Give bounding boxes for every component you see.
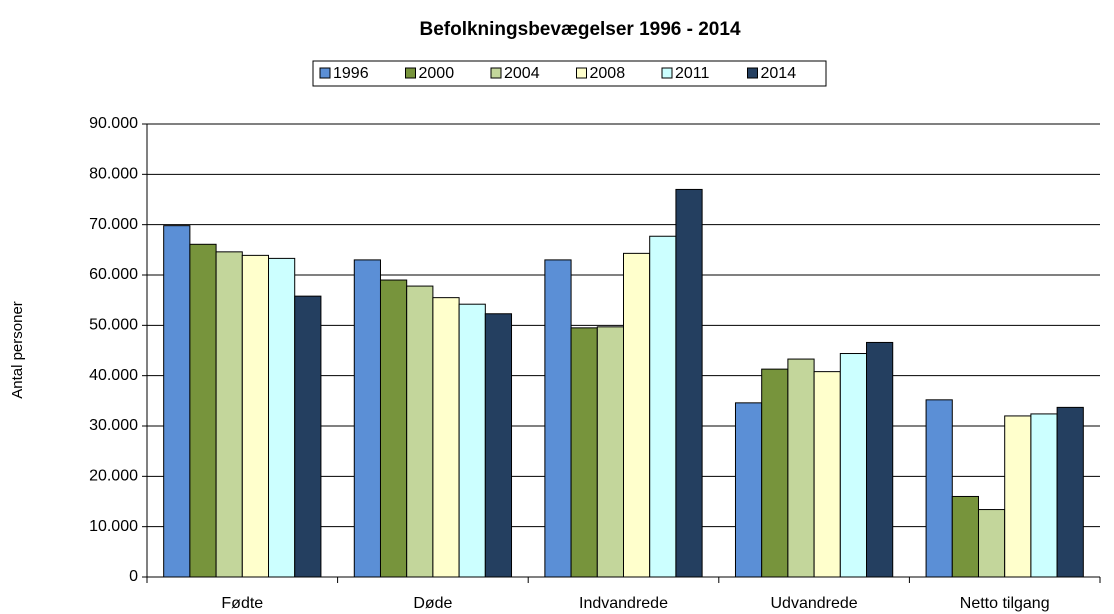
y-tick-label: 40.000: [89, 367, 138, 384]
legend-label: 2014: [761, 65, 797, 82]
y-tick-label: 10.000: [89, 518, 138, 535]
bar: [484, 313, 513, 578]
bar: [839, 353, 868, 578]
bar: [649, 235, 677, 578]
legend-swatch: [576, 67, 587, 79]
bar: [623, 252, 651, 578]
bar: [813, 371, 841, 578]
bar: [215, 251, 243, 578]
bar: [1030, 413, 1058, 578]
bar: [379, 279, 408, 578]
bar: [734, 402, 763, 578]
legend-label: 2004: [504, 65, 540, 82]
bar: [925, 399, 953, 578]
y-tick-label: 20.000: [89, 468, 138, 485]
bar: [458, 303, 486, 578]
chart-title: Befolkningsbevægelser 1996 - 2014: [419, 19, 740, 40]
bar: [268, 257, 296, 578]
y-tick-label: 30.000: [89, 417, 138, 434]
x-tick-label: Fødte: [221, 595, 263, 612]
x-tick-label: Døde: [413, 595, 452, 612]
bar: [1056, 406, 1084, 578]
bar: [761, 368, 789, 578]
y-tick-label: 80.000: [89, 166, 138, 183]
y-tick-label: 50.000: [89, 317, 138, 334]
legend-label: 2011: [675, 65, 710, 82]
bar: [432, 297, 460, 578]
legend-label: 2008: [590, 65, 626, 82]
bar: [977, 509, 1006, 578]
x-tick-label: Udvandrede: [771, 595, 858, 612]
y-axis-label: Antal personer: [9, 301, 26, 399]
x-tick-label: Indvandrede: [579, 595, 668, 612]
bar: [570, 327, 598, 578]
bar: [241, 254, 270, 578]
y-tick-label: 0: [129, 568, 138, 585]
legend-swatch: [405, 67, 416, 79]
y-tick-label: 70.000: [89, 216, 138, 233]
legend-swatch: [490, 67, 502, 79]
bar: [294, 295, 322, 578]
bar: [353, 259, 381, 578]
legend-swatch: [319, 67, 331, 79]
bar: [787, 358, 815, 578]
x-tick-label: Netto tilgang: [960, 595, 1050, 612]
bar: [1004, 415, 1032, 578]
y-tick-label: 90.000: [89, 115, 138, 132]
legend-label: 2000: [419, 65, 455, 82]
bar: [951, 495, 979, 578]
bar: [544, 259, 572, 578]
bar: [866, 341, 894, 578]
bar: [675, 188, 703, 578]
bar: [189, 243, 217, 578]
y-tick-label: 60.000: [89, 266, 138, 283]
bar: [163, 225, 191, 578]
legend-label: 1996: [333, 65, 369, 82]
bar: [596, 326, 624, 578]
bar: [406, 285, 434, 578]
legend-swatch: [661, 67, 673, 79]
legend-box: [312, 60, 827, 87]
legend-swatch: [747, 67, 758, 79]
